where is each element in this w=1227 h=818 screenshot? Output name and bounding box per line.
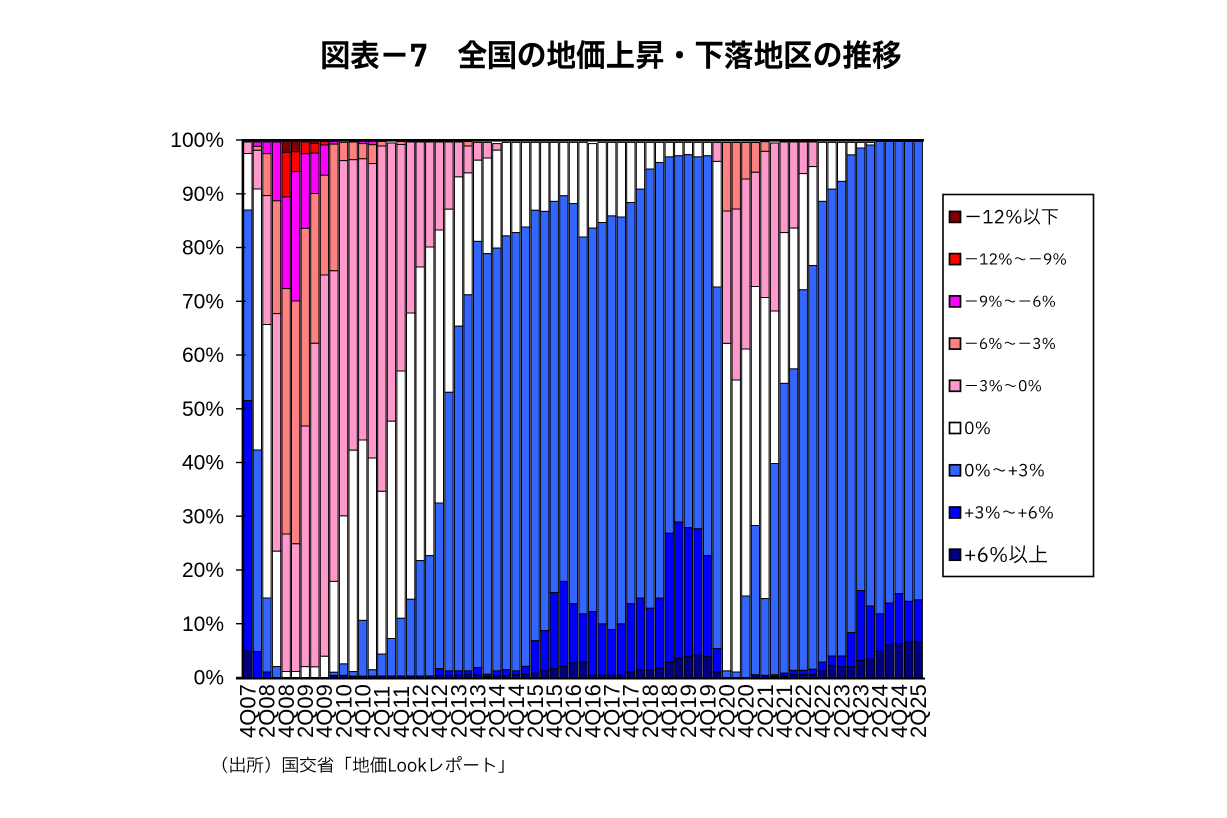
svg-text:2Q25: 2Q25 xyxy=(906,684,931,738)
svg-text:2Q23: 2Q23 xyxy=(829,684,854,738)
svg-text:2Q16: 2Q16 xyxy=(561,684,586,738)
svg-text:70%: 70% xyxy=(182,290,224,313)
svg-text:4Q19: 4Q19 xyxy=(695,684,720,738)
svg-text:2Q17: 2Q17 xyxy=(600,684,625,738)
svg-text:30%: 30% xyxy=(182,506,224,529)
svg-text:4Q11: 4Q11 xyxy=(389,686,414,738)
svg-text:2Q24: 2Q24 xyxy=(868,684,893,738)
svg-text:2Q15: 2Q15 xyxy=(523,684,548,738)
svg-text:4Q07: 4Q07 xyxy=(236,684,261,738)
svg-text:4Q21: 4Q21 xyxy=(772,684,797,738)
svg-text:4Q17: 4Q17 xyxy=(619,684,644,738)
svg-text:2Q13: 2Q13 xyxy=(446,684,471,738)
svg-text:60%: 60% xyxy=(182,344,224,367)
svg-text:4Q14: 4Q14 xyxy=(504,684,529,738)
svg-text:2Q10: 2Q10 xyxy=(331,684,356,738)
svg-text:80%: 80% xyxy=(182,237,224,260)
svg-text:0%: 0% xyxy=(194,667,224,690)
svg-text:2Q19: 2Q19 xyxy=(676,684,701,738)
svg-text:2Q21: 2Q21 xyxy=(753,684,778,738)
svg-text:4Q08: 4Q08 xyxy=(274,684,299,738)
svg-text:4Q15: 4Q15 xyxy=(542,684,567,738)
svg-text:2Q08: 2Q08 xyxy=(255,684,280,738)
svg-text:4Q13: 4Q13 xyxy=(465,684,490,738)
svg-text:4Q22: 4Q22 xyxy=(810,684,835,738)
svg-text:4Q10: 4Q10 xyxy=(351,684,376,738)
svg-text:4Q16: 4Q16 xyxy=(580,684,605,738)
svg-text:2Q20: 2Q20 xyxy=(715,684,740,738)
svg-text:90%: 90% xyxy=(182,183,224,206)
svg-text:2Q09: 2Q09 xyxy=(293,684,318,738)
svg-text:40%: 40% xyxy=(182,452,224,475)
svg-text:10%: 10% xyxy=(182,613,224,636)
svg-text:4Q24: 4Q24 xyxy=(887,684,912,738)
svg-text:2Q18: 2Q18 xyxy=(638,684,663,738)
svg-text:4Q20: 4Q20 xyxy=(734,684,759,738)
svg-text:2Q12: 2Q12 xyxy=(408,684,433,738)
svg-text:2Q14: 2Q14 xyxy=(485,684,510,738)
svg-text:4Q09: 4Q09 xyxy=(312,684,337,738)
svg-text:50%: 50% xyxy=(182,398,224,421)
svg-text:4Q18: 4Q18 xyxy=(657,684,682,738)
svg-text:20%: 20% xyxy=(182,559,224,582)
svg-text:2Q22: 2Q22 xyxy=(791,684,816,738)
svg-text:4Q23: 4Q23 xyxy=(849,684,874,738)
svg-text:2Q11: 2Q11 xyxy=(370,686,395,738)
svg-text:100%: 100% xyxy=(170,129,224,152)
svg-text:4Q12: 4Q12 xyxy=(427,684,452,738)
